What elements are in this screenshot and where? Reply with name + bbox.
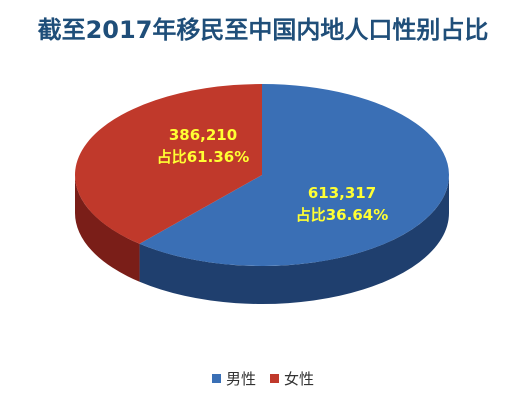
data-label-percent-0: 占比36.64% <box>296 206 388 224</box>
legend-swatch-female <box>270 374 279 383</box>
pie-side-1 <box>75 175 140 282</box>
pie-sides <box>75 175 450 305</box>
pie-side-0 <box>139 175 450 305</box>
legend: 男性 女性 <box>0 368 526 389</box>
legend-label-female: 女性 <box>284 370 315 388</box>
data-label-value-1: 386,210 <box>169 126 237 144</box>
data-label-percent-1: 占比61.36% <box>157 148 249 166</box>
chart-title: 截至2017年移民至中国内地人口性别占比 <box>37 16 489 44</box>
data-label-value-0: 613,317 <box>308 184 376 202</box>
legend-label-male: 男性 <box>225 370 256 388</box>
pie-slice-0 <box>139 84 449 266</box>
legend-swatch-male <box>211 374 221 383</box>
legend-item-male: 男性 <box>211 368 256 389</box>
pie-slice-1 <box>74 84 262 244</box>
legend-item-female: 女性 <box>270 368 314 389</box>
